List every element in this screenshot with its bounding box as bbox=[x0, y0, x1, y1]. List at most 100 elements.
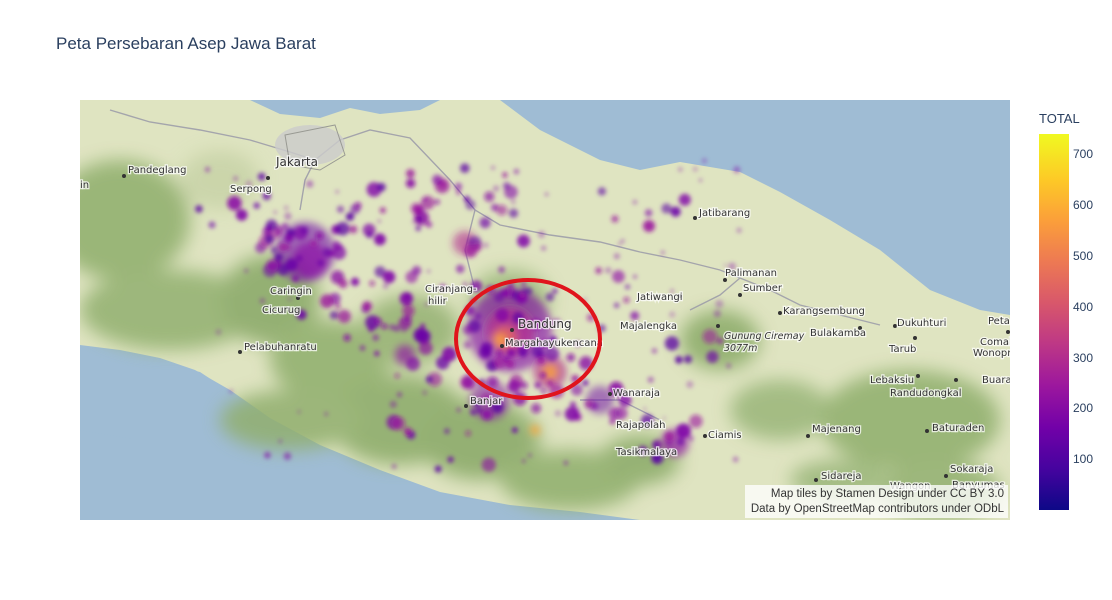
density-dot bbox=[411, 219, 417, 225]
density-dot bbox=[337, 309, 351, 323]
density-dot bbox=[651, 348, 658, 354]
density-dot bbox=[427, 372, 442, 387]
density-dot bbox=[563, 460, 569, 466]
density-dot bbox=[266, 259, 279, 272]
density-dot bbox=[374, 350, 380, 357]
density-dot bbox=[498, 266, 505, 273]
density-dot bbox=[455, 264, 465, 274]
density-dot bbox=[678, 167, 683, 172]
density-dot bbox=[391, 464, 397, 469]
density-dot bbox=[502, 172, 508, 178]
density-dot bbox=[686, 381, 694, 388]
density-dot bbox=[382, 283, 389, 289]
density-dot bbox=[701, 158, 707, 164]
density-dot bbox=[552, 288, 558, 294]
label-pelabuhanratu: Pelabuhanratu bbox=[244, 342, 317, 353]
colorbar-tick: 700 bbox=[1073, 147, 1094, 162]
label-sumber: Sumber bbox=[743, 283, 783, 294]
density-dot bbox=[507, 380, 521, 393]
density-dot bbox=[579, 356, 593, 371]
density-dot bbox=[229, 389, 233, 393]
label-jatibarang: Jatibarang bbox=[698, 208, 750, 219]
density-dot bbox=[425, 221, 433, 228]
density-dot bbox=[502, 182, 511, 190]
density-dot bbox=[423, 197, 428, 202]
density-dot bbox=[335, 221, 350, 236]
density-dot bbox=[335, 190, 339, 194]
density-dot bbox=[612, 270, 625, 283]
density-dot bbox=[349, 225, 358, 234]
density-dot bbox=[379, 207, 386, 214]
label-sokaraja: Sokaraja bbox=[950, 464, 993, 475]
label-majalengka: Majalengka bbox=[620, 321, 677, 332]
density-dot bbox=[297, 410, 301, 414]
density-dot bbox=[262, 191, 271, 201]
density-dot bbox=[684, 355, 692, 364]
density-dot bbox=[582, 379, 589, 386]
density-dot bbox=[415, 225, 422, 232]
density-dot bbox=[641, 414, 654, 428]
density-dot bbox=[275, 224, 281, 231]
density-dot bbox=[676, 438, 685, 446]
density-dot bbox=[613, 390, 618, 396]
density-dot bbox=[432, 174, 443, 185]
density-dot bbox=[389, 400, 397, 408]
density-dot bbox=[416, 329, 431, 344]
density-dot bbox=[462, 281, 468, 287]
density-dot bbox=[416, 216, 423, 222]
density-dot bbox=[688, 435, 694, 442]
density-dot bbox=[496, 204, 508, 216]
density-dot bbox=[233, 176, 239, 181]
density-dot bbox=[456, 190, 461, 195]
density-dot bbox=[524, 287, 533, 295]
density-dot bbox=[462, 376, 476, 390]
label-gunung-ciremay: Gunung Ciremay bbox=[724, 331, 805, 342]
density-dot bbox=[350, 277, 360, 286]
density-dot bbox=[306, 180, 314, 188]
density-dot bbox=[715, 299, 724, 308]
density-dot bbox=[274, 253, 283, 262]
density-dot bbox=[661, 203, 672, 214]
label-ciranjang: Ciranjang- bbox=[425, 284, 477, 295]
density-dot bbox=[396, 392, 403, 398]
density-dot bbox=[284, 233, 294, 243]
density-dot bbox=[495, 308, 509, 322]
density-dot bbox=[406, 357, 420, 371]
density-dot bbox=[283, 452, 292, 461]
density-dot bbox=[465, 199, 476, 210]
label-serpong: Serpong bbox=[230, 184, 272, 195]
density-patch bbox=[494, 334, 506, 346]
density-dot bbox=[574, 341, 581, 347]
map-canvas[interactable]: Pandeglang Jakarta Serpong Jatibarang Pa… bbox=[80, 100, 1010, 520]
density-dot bbox=[675, 356, 683, 364]
density-dot bbox=[394, 373, 400, 379]
jakarta-urban bbox=[275, 124, 346, 171]
density-dot bbox=[470, 409, 477, 416]
density-dot bbox=[402, 304, 415, 317]
density-dot bbox=[284, 212, 292, 220]
label-ciremay-elevation: 3077m bbox=[724, 343, 757, 354]
density-dot bbox=[541, 245, 547, 251]
density-dot bbox=[540, 388, 547, 394]
density-dot bbox=[723, 263, 727, 267]
label-karangsembung: Karangsembung bbox=[783, 306, 865, 317]
density-dot bbox=[521, 281, 527, 287]
density-dot bbox=[420, 323, 426, 329]
density-dot bbox=[512, 311, 524, 324]
density-dot bbox=[343, 334, 351, 342]
density-dot bbox=[644, 209, 653, 217]
map-title: Peta Persebaran Asep Jawa Barat bbox=[56, 34, 316, 53]
label-majenang: Majenang bbox=[812, 424, 861, 435]
density-map[interactable]: Pandeglang Jakarta Serpong Jatibarang Pa… bbox=[80, 100, 1010, 520]
density-dot bbox=[462, 325, 473, 335]
density-dot bbox=[339, 244, 344, 249]
density-dot bbox=[716, 337, 724, 345]
density-dot bbox=[538, 230, 545, 238]
density-dot bbox=[273, 210, 277, 215]
label-pandeglang: Pandeglang bbox=[128, 165, 187, 176]
density-dot bbox=[425, 375, 433, 383]
density-dot bbox=[264, 234, 274, 244]
density-dot bbox=[670, 289, 674, 293]
density-dot bbox=[362, 301, 372, 312]
density-dot bbox=[609, 381, 624, 396]
